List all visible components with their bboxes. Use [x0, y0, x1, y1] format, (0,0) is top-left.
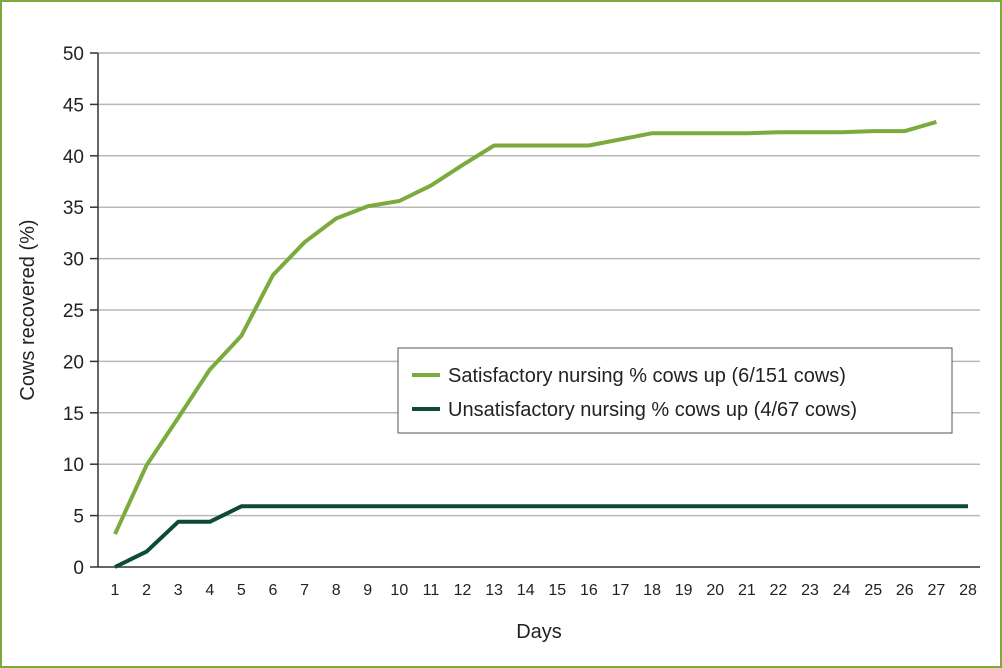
- y-tick-label-25: 25: [63, 301, 84, 322]
- x-tick-label-17: 17: [612, 582, 630, 599]
- y-axis-label: Cows recovered (%): [17, 219, 39, 400]
- x-tick-label-10: 10: [390, 582, 408, 599]
- x-tick-label-27: 27: [928, 582, 946, 599]
- x-tick-label-16: 16: [580, 582, 598, 599]
- y-tick-label-10: 10: [63, 455, 84, 476]
- x-axis-label: Days: [516, 621, 562, 643]
- x-tick-label-15: 15: [548, 582, 566, 599]
- gridlines: [98, 52, 980, 517]
- y-tick-label-40: 40: [63, 147, 84, 168]
- y-tick-label-15: 15: [63, 404, 84, 425]
- x-tick-label-25: 25: [864, 582, 882, 599]
- x-tick-label-7: 7: [300, 582, 309, 599]
- x-tick-label-23: 23: [801, 582, 819, 599]
- x-tick-label-9: 9: [363, 582, 372, 599]
- x-tick-label-18: 18: [643, 582, 661, 599]
- x-tick-label-5: 5: [237, 582, 246, 599]
- x-tick-label-28: 28: [959, 582, 977, 599]
- x-tick-label-6: 6: [269, 582, 278, 599]
- y-tick-label-45: 45: [63, 95, 84, 116]
- x-tick-labels: 1 2 3 4 5 6 7 8 9 10 11 12 13 14 15 16 17 18 19 20 21 22 23 24 2…: [111, 582, 977, 599]
- series-lines: [113, 119, 968, 569]
- y-tick-label-0: 0: [73, 558, 84, 579]
- y-tick-label-20: 20: [63, 352, 84, 373]
- legend-label-unsatisfactory: Unsatisfactory nursing % cows up (4/67 c…: [448, 399, 857, 421]
- x-tick-label-4: 4: [205, 582, 214, 599]
- x-tick-label-26: 26: [896, 582, 914, 599]
- y-tick-label-30: 30: [63, 250, 84, 271]
- legend-box: [397, 347, 953, 434]
- x-tick-label-11: 11: [423, 582, 440, 599]
- x-tick-label-21: 21: [738, 582, 756, 599]
- x-tick-label-13: 13: [485, 582, 503, 599]
- y-tick-label-35: 35: [63, 198, 84, 219]
- x-tick-label-12: 12: [454, 582, 472, 599]
- x-tick-label-19: 19: [675, 582, 693, 599]
- x-tick-label-2: 2: [142, 582, 151, 599]
- series-line-satisfactory: [113, 119, 937, 535]
- x-tick-label-14: 14: [517, 582, 535, 599]
- x-tick-label-20: 20: [706, 582, 724, 599]
- y-tick-labels: 0 5 10 15 20 25 30 35 40 45 50: [63, 44, 84, 579]
- x-tick-label-1: 1: [111, 582, 120, 599]
- x-tick-label-22: 22: [770, 582, 788, 599]
- axes: [90, 52, 980, 568]
- x-tick-label-24: 24: [833, 582, 851, 599]
- y-tick-label-50: 50: [63, 44, 84, 65]
- y-tick-label-5: 5: [73, 507, 84, 528]
- legend-label-satisfactory: Satisfactory nursing % cows up (6/151 co…: [448, 365, 846, 387]
- x-tick-label-3: 3: [174, 582, 183, 599]
- x-tick-label-8: 8: [332, 582, 341, 599]
- legend: Satisfactory nursing % cows up (6/151 co…: [397, 347, 953, 434]
- series-line-unsatisfactory: [114, 504, 968, 569]
